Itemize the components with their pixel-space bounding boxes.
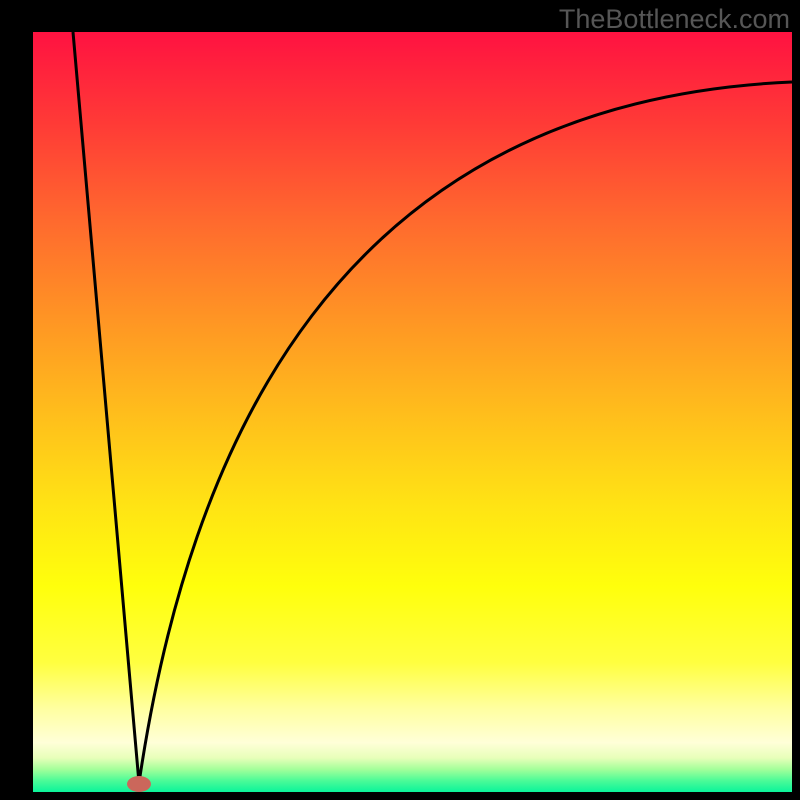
watermark-text: TheBottleneck.com	[559, 4, 790, 35]
optimal-point-marker	[127, 776, 151, 792]
bottleneck-curve	[33, 32, 792, 792]
plot-area	[33, 32, 792, 792]
chart-container: TheBottleneck.com	[0, 0, 800, 800]
